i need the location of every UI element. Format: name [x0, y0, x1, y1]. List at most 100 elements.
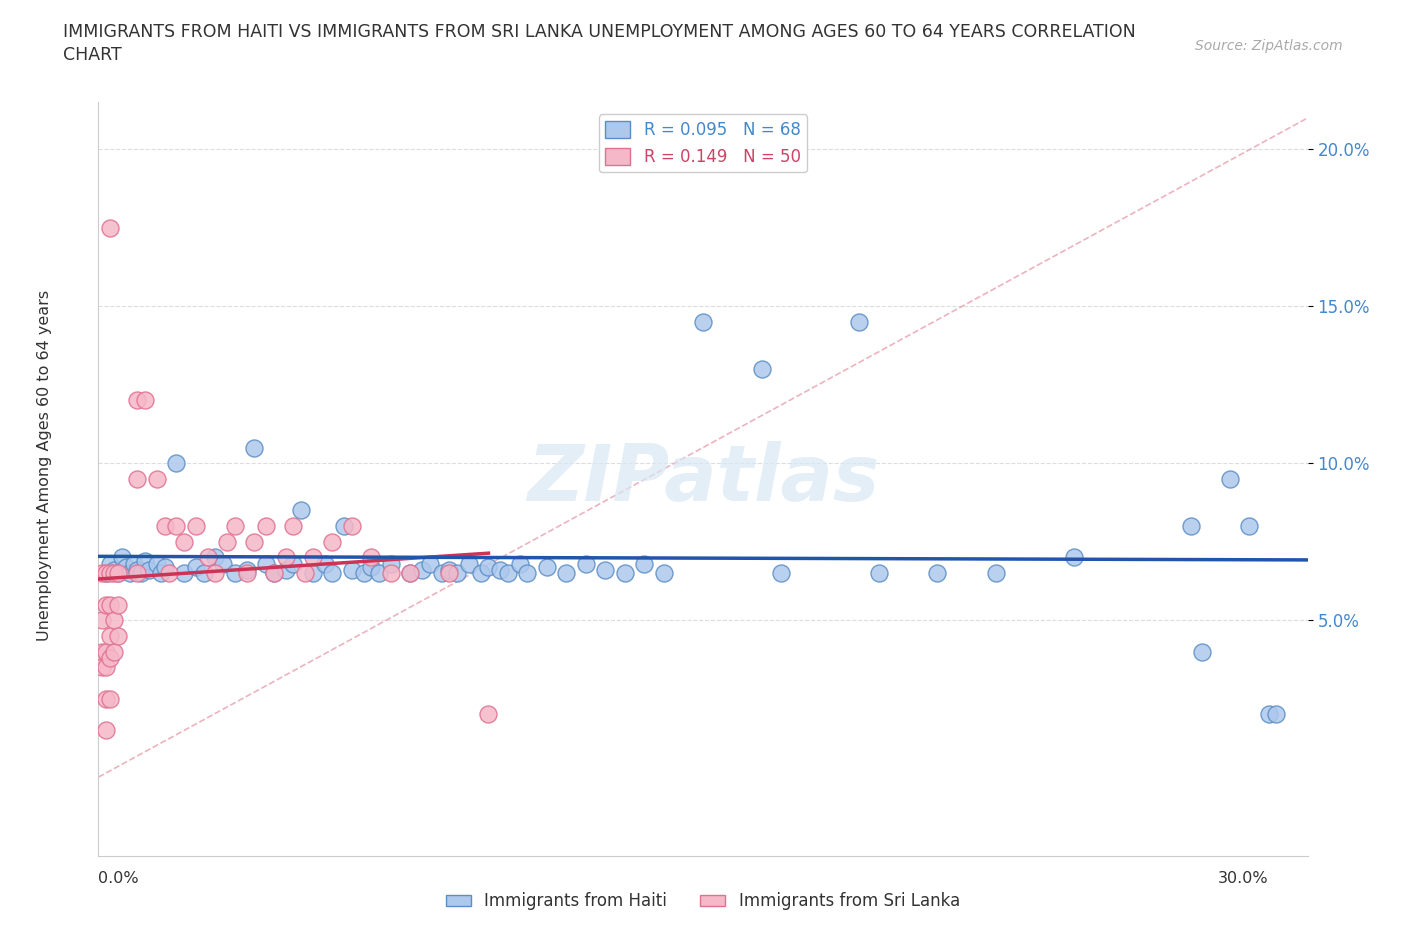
Point: [107, 565, 129, 580]
Point: [340, 519, 363, 534]
Point: [157, 565, 180, 580]
Legend: Immigrants from Haiti, Immigrants from Sri Lanka: Immigrants from Haiti, Immigrants from S…: [439, 885, 967, 917]
Point: [509, 556, 531, 571]
Point: [848, 314, 870, 329]
Point: [204, 550, 226, 565]
Point: [333, 519, 356, 534]
Point: [439, 565, 461, 580]
Point: [692, 314, 714, 329]
Point: [103, 565, 125, 580]
Point: [1191, 644, 1213, 659]
Point: [314, 556, 336, 571]
Point: [173, 534, 195, 549]
Point: [555, 565, 578, 580]
Point: [224, 519, 246, 534]
Point: [274, 550, 297, 565]
Point: [263, 565, 285, 580]
Point: [254, 519, 277, 534]
Point: [575, 556, 598, 571]
Point: [419, 556, 441, 571]
Point: [98, 650, 121, 665]
Text: CHART: CHART: [63, 46, 122, 64]
Point: [446, 565, 468, 580]
Point: [399, 565, 422, 580]
Point: [107, 629, 129, 644]
Point: [368, 565, 391, 580]
Point: [127, 472, 149, 486]
Point: [360, 559, 382, 574]
Point: [321, 565, 343, 580]
Point: [184, 519, 207, 534]
Point: [98, 556, 121, 571]
Point: [98, 597, 121, 612]
Point: [98, 565, 121, 580]
Point: [127, 393, 149, 408]
Point: [411, 563, 433, 578]
Point: [98, 220, 121, 235]
Text: IMMIGRANTS FROM HAITI VS IMMIGRANTS FROM SRI LANKA UNEMPLOYMENT AMONG AGES 60 TO: IMMIGRANTS FROM HAITI VS IMMIGRANTS FROM…: [63, 23, 1136, 41]
Point: [1265, 707, 1288, 722]
Point: [235, 565, 257, 580]
Point: [96, 565, 118, 580]
Point: [224, 565, 246, 580]
Point: [254, 556, 277, 571]
Point: [439, 563, 461, 578]
Point: [114, 559, 136, 574]
Point: [399, 565, 422, 580]
Text: Unemployment Among Ages 60 to 64 years: Unemployment Among Ages 60 to 64 years: [38, 289, 52, 641]
Point: [614, 565, 637, 580]
Text: ZIPatlas: ZIPatlas: [527, 441, 879, 517]
Point: [96, 723, 118, 737]
Point: [184, 559, 207, 574]
Point: [1237, 519, 1260, 534]
Point: [96, 597, 118, 612]
Point: [235, 563, 257, 578]
Point: [149, 565, 172, 580]
Point: [489, 563, 512, 578]
Point: [769, 565, 792, 580]
Point: [1257, 707, 1279, 722]
Point: [283, 519, 305, 534]
Point: [243, 440, 266, 455]
Point: [122, 556, 145, 571]
Point: [430, 565, 453, 580]
Text: 0.0%: 0.0%: [98, 871, 139, 886]
Point: [470, 565, 492, 580]
Point: [107, 565, 129, 580]
Text: 30.0%: 30.0%: [1218, 871, 1268, 886]
Point: [103, 563, 125, 578]
Point: [360, 550, 382, 565]
Point: [984, 565, 1007, 580]
Point: [477, 707, 499, 722]
Point: [127, 563, 149, 578]
Point: [138, 563, 160, 578]
Point: [91, 660, 114, 675]
Point: [165, 456, 187, 471]
Point: [134, 393, 156, 408]
Point: [751, 362, 773, 377]
Legend: R = 0.095   N = 68, R = 0.149   N = 50: R = 0.095 N = 68, R = 0.149 N = 50: [599, 114, 807, 172]
Point: [98, 691, 121, 706]
Point: [652, 565, 675, 580]
Point: [321, 534, 343, 549]
Point: [96, 644, 118, 659]
Point: [146, 556, 169, 571]
Point: [111, 550, 134, 565]
Point: [380, 565, 402, 580]
Point: [458, 556, 481, 571]
Point: [91, 565, 114, 580]
Point: [294, 565, 316, 580]
Point: [103, 613, 125, 628]
Point: [107, 597, 129, 612]
Point: [204, 565, 226, 580]
Point: [173, 565, 195, 580]
Point: [96, 691, 118, 706]
Point: [380, 556, 402, 571]
Point: [212, 556, 235, 571]
Point: [131, 565, 153, 580]
Point: [103, 644, 125, 659]
Point: [925, 565, 948, 580]
Point: [1180, 519, 1202, 534]
Point: [283, 556, 305, 571]
Point: [193, 565, 215, 580]
